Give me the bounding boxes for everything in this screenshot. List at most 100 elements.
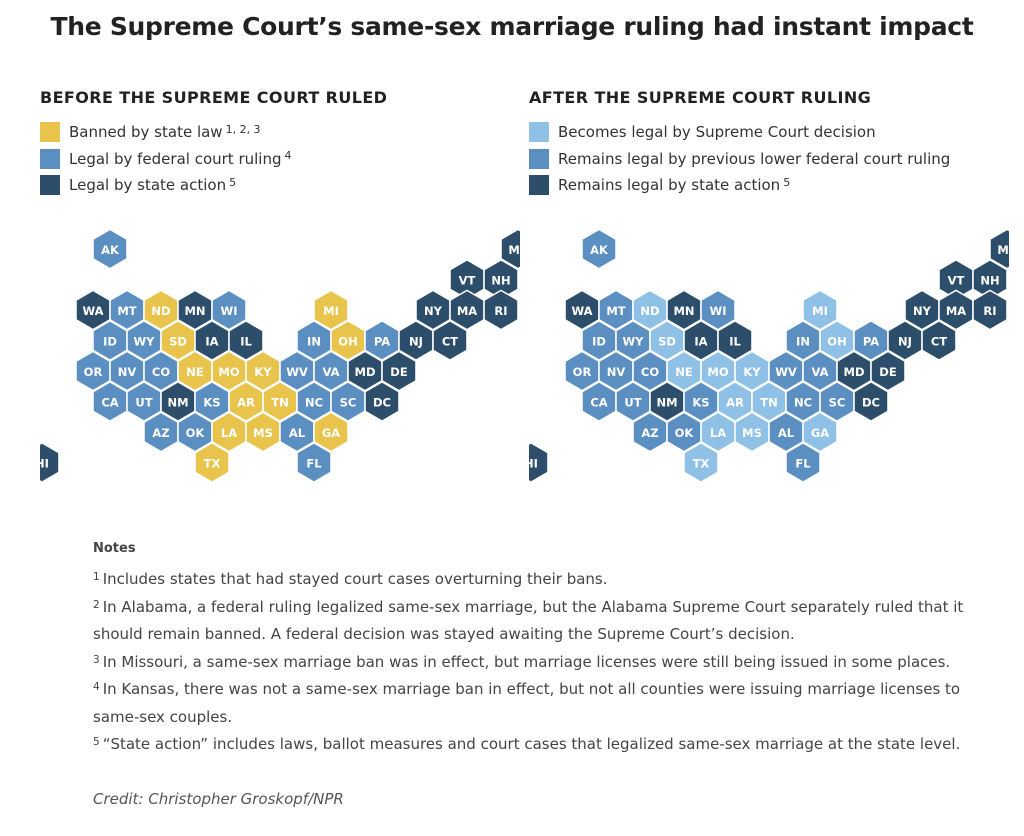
state-hex-ky: KY	[734, 350, 770, 392]
legend-before: Banned by state law 1, 2, 3 Legal by fed…	[40, 119, 520, 199]
state-label: KS	[203, 396, 220, 410]
note-number: 3	[93, 653, 100, 666]
state-hex-ak: AK	[92, 228, 128, 270]
state-hex-nm: NM	[649, 381, 685, 422]
state-label: OR	[84, 365, 103, 379]
hex-tile	[802, 411, 838, 453]
state-label: TX	[693, 457, 710, 471]
note-text: Includes states that had stayed court ca…	[102, 570, 608, 588]
note-number: 2	[93, 598, 100, 611]
state-label: ID	[592, 335, 606, 349]
state-hex-ia: IA	[683, 320, 719, 361]
state-label: WA	[571, 304, 592, 318]
state-label: MA	[457, 304, 477, 318]
state-label: GA	[811, 426, 829, 440]
hex-tile	[683, 442, 719, 483]
state-label: KY	[743, 365, 761, 379]
panel-title-after: AFTER THE SUPREME COURT RULING	[529, 88, 872, 107]
state-label: AL	[289, 426, 306, 440]
state-label: ID	[103, 335, 117, 349]
state-label: NC	[305, 396, 323, 410]
state-label: MS	[742, 426, 762, 440]
state-label: FL	[306, 457, 322, 471]
state-hex-il: IL	[717, 320, 753, 361]
hex-tile	[529, 442, 549, 483]
state-label: DC	[862, 396, 880, 410]
state-label: AZ	[152, 426, 169, 440]
state-hex-mi: MI	[802, 289, 838, 331]
hex-tile	[296, 442, 332, 483]
state-label: MI	[812, 304, 828, 318]
legend-item-banned: Banned by state law 1, 2, 3	[40, 119, 520, 146]
state-label: CT	[931, 335, 947, 349]
state-hex-ar: AR	[228, 381, 264, 422]
hex-tile	[40, 442, 60, 483]
state-hex-ri: RI	[972, 289, 1008, 331]
state-label: NH	[980, 274, 999, 288]
hex-tile	[785, 442, 821, 483]
legend-after: Becomes legal by Supreme Court decision …	[529, 119, 1009, 199]
note-text: In Alabama, a federal ruling legalized s…	[93, 597, 964, 644]
state-hex-mo: MO	[700, 350, 736, 392]
state-label: WV	[286, 365, 308, 379]
state-label: ND	[151, 304, 170, 318]
state-label: TX	[204, 457, 221, 471]
state-label: NY	[913, 304, 932, 318]
state-label: WV	[775, 365, 797, 379]
state-label: OK	[675, 426, 695, 440]
state-hex-nj: NJ	[398, 320, 434, 361]
legend-item-state: Legal by state action 5	[40, 172, 520, 199]
state-hex-fl: FL	[785, 442, 821, 483]
state-label: MO	[707, 365, 728, 379]
hex-map-after: AK ME VT NH WA MT ND MN WI MI NY MA RI ID WY SD IA IL IN OH…	[529, 228, 1009, 483]
state-hex-al: AL	[279, 411, 315, 453]
state-hex-mi: MI	[313, 289, 349, 331]
hex-tile	[717, 320, 753, 361]
legend-item-federal: Legal by federal court ruling 4	[40, 146, 520, 173]
state-hex-ms: MS	[734, 411, 770, 453]
state-label: MI	[323, 304, 339, 318]
state-label: OH	[827, 335, 846, 349]
state-hex-me: ME	[989, 228, 1009, 270]
state-hex-wa: WA	[564, 289, 600, 331]
hex-tile	[581, 228, 617, 270]
after-panel: AFTER THE SUPREME COURT RULING Becomes l…	[529, 88, 1009, 508]
state-label: NE	[186, 365, 204, 379]
hex-tile	[211, 289, 247, 331]
state-label: IA	[694, 335, 707, 349]
state-hex-nc: NC	[785, 381, 821, 422]
state-label: CO	[152, 365, 170, 379]
state-label: NM	[656, 396, 677, 410]
legend-label: Legal by state action	[69, 176, 227, 195]
credit-line: Credit: Christopher Groskopf/NPR	[93, 790, 344, 808]
state-label: LA	[710, 426, 726, 440]
state-label: OH	[338, 335, 357, 349]
state-label: ND	[640, 304, 659, 318]
state-hex-md: MD	[347, 350, 383, 392]
state-label: IL	[240, 335, 252, 349]
before-panel: BEFORE THE SUPREME COURT RULED Banned by…	[40, 88, 520, 508]
state-hex-ut: UT	[126, 381, 162, 422]
state-label: UT	[624, 396, 641, 410]
hex-tile	[313, 411, 349, 453]
state-hex-hi: HI	[40, 442, 60, 483]
legend-swatch	[529, 175, 549, 196]
hex-tile	[989, 228, 1009, 270]
state-label: VA	[322, 365, 339, 379]
state-label: NJ	[409, 335, 423, 349]
state-label: AK	[101, 243, 120, 257]
state-label: UT	[135, 396, 152, 410]
state-label: OK	[186, 426, 206, 440]
state-label: CO	[641, 365, 659, 379]
state-hex-ga: GA	[313, 411, 349, 453]
state-hex-mo: MO	[211, 350, 247, 392]
note-item: 5 “State action” includes laws, ballot me…	[93, 731, 973, 759]
state-hex-id: ID	[92, 320, 128, 361]
hex-tile	[870, 350, 906, 392]
state-label: WY	[133, 335, 155, 349]
note-item: 2 In Alabama, a federal ruling legalized …	[93, 594, 973, 649]
legend-label: Legal by federal court ruling	[69, 149, 282, 168]
state-label: WI	[710, 304, 727, 318]
state-label: PA	[374, 335, 390, 349]
hex-tile	[853, 381, 889, 422]
